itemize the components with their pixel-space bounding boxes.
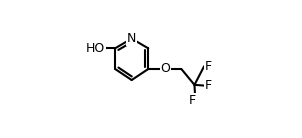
Text: HO: HO — [86, 42, 105, 55]
Text: N: N — [127, 32, 137, 45]
Text: O: O — [161, 63, 170, 75]
Text: F: F — [205, 60, 212, 73]
Text: F: F — [189, 94, 196, 107]
Text: F: F — [205, 79, 212, 92]
